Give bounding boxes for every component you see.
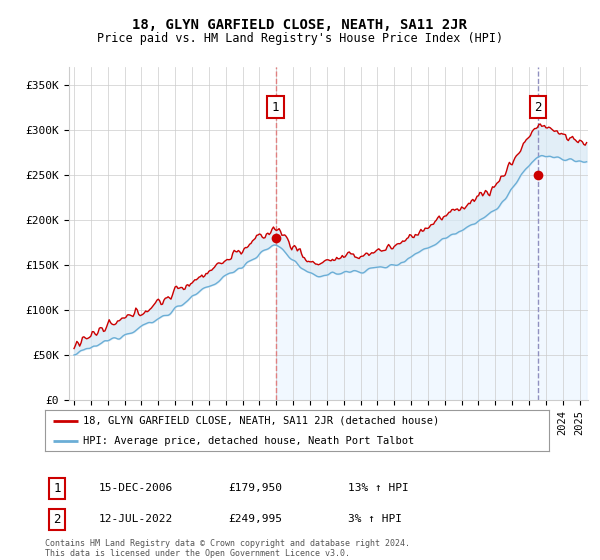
Text: 13% ↑ HPI: 13% ↑ HPI xyxy=(348,483,409,493)
Text: 2: 2 xyxy=(534,101,542,114)
Text: Price paid vs. HM Land Registry's House Price Index (HPI): Price paid vs. HM Land Registry's House … xyxy=(97,31,503,45)
Text: £249,995: £249,995 xyxy=(228,514,282,524)
Text: 18, GLYN GARFIELD CLOSE, NEATH, SA11 2JR (detached house): 18, GLYN GARFIELD CLOSE, NEATH, SA11 2JR… xyxy=(83,416,439,426)
Text: 3% ↑ HPI: 3% ↑ HPI xyxy=(348,514,402,524)
Text: 12-JUL-2022: 12-JUL-2022 xyxy=(99,514,173,524)
Text: £179,950: £179,950 xyxy=(228,483,282,493)
Text: 18, GLYN GARFIELD CLOSE, NEATH, SA11 2JR: 18, GLYN GARFIELD CLOSE, NEATH, SA11 2JR xyxy=(133,18,467,32)
Text: 15-DEC-2006: 15-DEC-2006 xyxy=(99,483,173,493)
Text: 1: 1 xyxy=(53,482,61,495)
Text: 2: 2 xyxy=(53,512,61,526)
Text: HPI: Average price, detached house, Neath Port Talbot: HPI: Average price, detached house, Neat… xyxy=(83,436,414,446)
Text: 1: 1 xyxy=(272,101,280,114)
Text: Contains HM Land Registry data © Crown copyright and database right 2024.
This d: Contains HM Land Registry data © Crown c… xyxy=(45,539,410,558)
